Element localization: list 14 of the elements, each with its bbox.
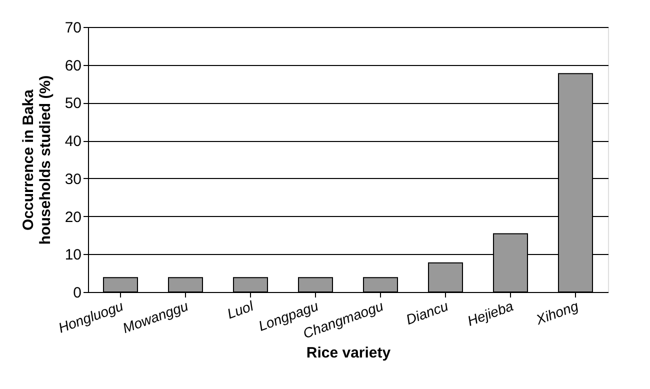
- y-tick-label: 30: [64, 170, 82, 188]
- y-tick-label: 60: [64, 57, 82, 74]
- x-axis-title: Rice variety: [306, 344, 392, 362]
- x-tick-label: Hejieba: [465, 298, 516, 329]
- x-tick-label: Luol: [224, 297, 256, 322]
- y-tick-label: 50: [64, 95, 82, 112]
- y-tick-label: 40: [64, 133, 82, 150]
- y-tick-label: 10: [64, 246, 82, 264]
- y-tick-label: 20: [64, 208, 82, 226]
- y-tick-label: 70: [64, 20, 82, 36]
- x-tick-label: Xihong: [532, 298, 580, 328]
- y-tick-label: 0: [73, 284, 82, 302]
- y-axis-title: Occurrence in Baka households studied (%): [20, 75, 54, 245]
- x-tick-label: Diancu: [404, 298, 450, 328]
